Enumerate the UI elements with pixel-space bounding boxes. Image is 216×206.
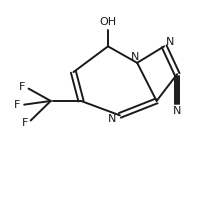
Text: F: F [21,118,28,128]
Text: N: N [166,37,174,47]
Text: F: F [19,82,26,91]
Text: N: N [173,106,181,116]
Text: OH: OH [99,17,117,27]
Text: N: N [131,52,140,62]
Text: F: F [14,100,21,110]
Text: N: N [108,115,116,124]
